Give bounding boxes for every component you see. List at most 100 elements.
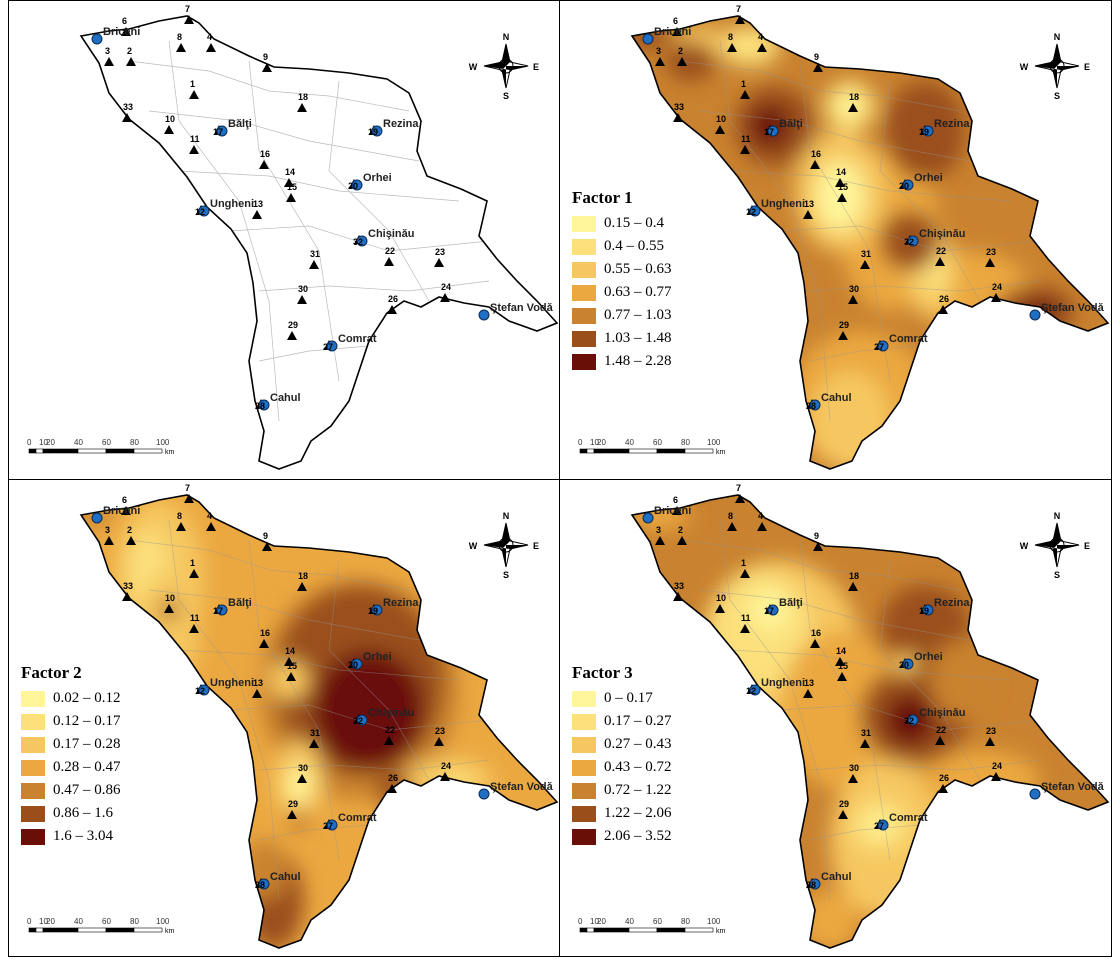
legend-swatch (21, 736, 45, 753)
city-label: Briceni (654, 26, 691, 38)
sampling-site-triangle-icon (740, 145, 750, 154)
site-number: 31 (861, 728, 871, 738)
site-number: 28 (255, 880, 265, 890)
site-number: 10 (716, 593, 726, 603)
scale-tick-label: 10 (39, 917, 48, 926)
city-label: Comrat (338, 333, 377, 345)
sampling-site-triangle-icon (297, 774, 307, 783)
site-number: 31 (310, 249, 320, 259)
city-marker-icon (907, 235, 919, 247)
site-number: 31 (861, 249, 871, 259)
site-number: 18 (849, 571, 859, 581)
scale-tick-label: 80 (681, 438, 690, 447)
site-number: 19 (368, 606, 378, 616)
city-label: Rezina (383, 118, 419, 130)
city-marker-icon (326, 340, 338, 352)
site-number: 1 (741, 79, 746, 89)
compass-label-n: N (1054, 32, 1061, 42)
legend-swatch (21, 805, 45, 822)
site-number: 6 (122, 16, 127, 26)
sampling-site-triangle-icon (434, 258, 444, 267)
city-marker-icon (216, 125, 228, 137)
site-number: 33 (123, 581, 133, 591)
site-number: 2 (127, 525, 132, 535)
site-number: 16 (811, 628, 821, 638)
city-label: Cahul (821, 871, 852, 883)
sampling-site-triangle-icon (985, 258, 995, 267)
scale-tick-label: 40 (625, 917, 634, 926)
site-number: 14 (285, 167, 295, 177)
sampling-site-triangle-icon (715, 125, 725, 134)
sampling-site-triangle-icon (810, 160, 820, 169)
city-marker-icon (809, 399, 821, 411)
compass-label-n: N (503, 511, 510, 521)
compass-label-s: S (503, 570, 509, 580)
legend-label: 0.27 – 0.43 (604, 736, 672, 752)
sampling-site-triangle-icon (387, 784, 397, 793)
country-fill (81, 16, 557, 469)
legend-label: 0.63 – 0.77 (604, 284, 672, 300)
site-number: 26 (939, 294, 949, 304)
city-marker-icon (922, 125, 934, 137)
scale-tick-label: 0 (27, 917, 32, 926)
legend-label: 1.6 – 3.04 (53, 828, 113, 844)
sampling-site-triangle-icon (434, 737, 444, 746)
legend-item: 0 – 0.17 (572, 687, 672, 710)
city-marker-icon (478, 309, 490, 321)
site-number: 32 (904, 237, 914, 247)
legend-swatch (572, 690, 596, 707)
city-label: Ştefan Vodă (1041, 302, 1105, 314)
sampling-site-triangle-icon (935, 736, 945, 745)
sampling-site-triangle-icon (297, 295, 307, 304)
city-label: Ungheni (761, 198, 805, 210)
sampling-site-triangle-icon (122, 113, 132, 122)
contour-zone (815, 161, 865, 231)
sampling-site-triangle-icon (740, 569, 750, 578)
sampling-site-triangle-icon (838, 810, 848, 819)
sampling-site-triangle-icon (126, 536, 136, 545)
legend-label: 0.4 – 0.55 (604, 238, 664, 254)
panel-factor3: 1 2 3 4 6 7 8 9 10 11 13 14 15 16 18 22 23 24 26 29 30 31 33 Br… (559, 479, 1112, 957)
sampling-site-triangle-icon (991, 293, 1001, 302)
site-number: 7 (185, 4, 190, 14)
site-number: 12 (195, 686, 205, 696)
site-number: 27 (323, 342, 333, 352)
site-number: 32 (353, 237, 363, 247)
sampling-site-triangle-icon (252, 689, 262, 698)
sampling-site-triangle-icon (121, 27, 131, 36)
scale-tick-label: 100 (156, 917, 170, 926)
compass-label-w: W (1020, 62, 1029, 72)
site-number: 17 (213, 127, 223, 137)
legend-swatch (572, 805, 596, 822)
city-marker-icon (371, 604, 383, 616)
site-number: 32 (353, 716, 363, 726)
site-number: 3 (105, 525, 110, 535)
sampling-site-triangle-icon (206, 43, 216, 52)
city-label: Bălţi (779, 597, 803, 609)
contour-zone (810, 371, 890, 469)
site-number: 13 (804, 678, 814, 688)
legend-swatch (572, 284, 596, 301)
sampling-site-triangle-icon (121, 506, 131, 515)
north-arrow-compass-icon: N S E W (469, 32, 539, 101)
scale-tick-label: 60 (102, 438, 111, 447)
site-number: 14 (285, 646, 295, 656)
site-number: 7 (185, 483, 190, 493)
legend-item: 2.06 – 3.52 (572, 825, 672, 848)
site-number: 24 (992, 282, 1002, 292)
sampling-site-triangle-icon (104, 536, 114, 545)
site-number: 6 (673, 16, 678, 26)
site-number: 33 (674, 581, 684, 591)
site-number: 29 (839, 799, 849, 809)
compass-label-w: W (1020, 541, 1029, 551)
scale-tick-label: 60 (102, 917, 111, 926)
site-number: 8 (728, 511, 733, 521)
legend-swatch (572, 238, 596, 255)
sampling-site-triangle-icon (757, 522, 767, 531)
city-label: Bălţi (228, 597, 252, 609)
site-number: 16 (260, 628, 270, 638)
site-number: 12 (746, 686, 756, 696)
